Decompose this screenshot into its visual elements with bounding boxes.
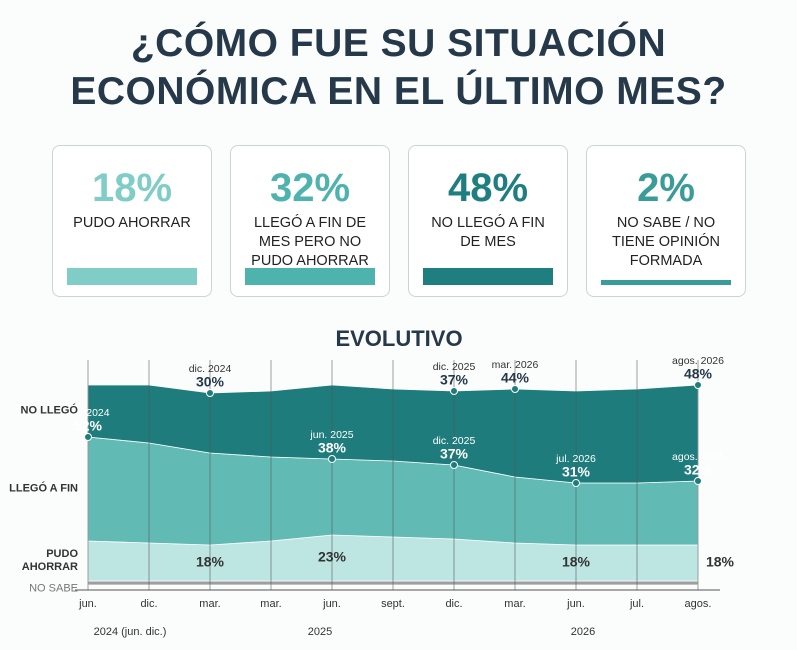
series-label: NO SABE <box>29 582 78 595</box>
point <box>328 455 336 463</box>
stat-card: 18% PUDO AHORRAR <box>52 145 212 297</box>
stat-value: 48% <box>447 166 529 210</box>
stat-bar <box>67 268 197 285</box>
x-tick-label: jul. <box>629 598 644 610</box>
x-tick-label: dic. <box>445 598 462 610</box>
value-label: 32% <box>684 462 713 478</box>
point-label: mar. 2026 <box>492 359 539 371</box>
stat-label: NO LLEGÓ A FIN DE MES <box>431 215 545 250</box>
point-label: dic. 2024 <box>189 363 232 375</box>
point <box>694 477 702 485</box>
series-label: PUDO AHORRAR <box>21 548 78 573</box>
point-label: jun. 2024 <box>65 407 109 419</box>
point <box>694 381 702 389</box>
value-label: 37% <box>440 372 469 388</box>
stat-bar <box>601 280 731 285</box>
stat-label: LLEGÓ A FIN DE MES PERO NO PUDO AHORRAR <box>251 215 369 269</box>
value-label: 31% <box>562 464 591 480</box>
point <box>572 479 580 487</box>
x-tick-label: jun. <box>322 598 341 610</box>
point <box>511 385 519 393</box>
x-tick-label: dic. <box>140 598 157 610</box>
title-line: ¿CÓMO FUE SU SITUACIÓN <box>130 22 667 65</box>
x-tick-label: mar. <box>260 598 281 610</box>
value-label: 37% <box>440 446 469 462</box>
value-label: 48% <box>684 366 713 382</box>
stat-value: 2% <box>637 166 695 210</box>
stat-bar <box>245 268 375 285</box>
x-tick-label: sept. <box>381 598 405 610</box>
stat-value: 32% <box>269 166 351 210</box>
stat-card: 48% NO LLEGÓ A FIN DE MES <box>408 145 568 297</box>
stat-value: 18% <box>91 166 173 210</box>
x-tick-label: mar. <box>504 598 525 610</box>
point <box>206 389 214 397</box>
point <box>450 387 458 395</box>
chart-title: EVOLUTIVO <box>335 326 462 351</box>
stat-card: 2% NO SABE / NO TIENE OPINIÓN FORMADA <box>586 145 746 297</box>
value-label: 30% <box>196 374 225 390</box>
value-label: 18% <box>706 554 735 570</box>
point <box>84 433 92 441</box>
stat-bar <box>423 268 553 285</box>
value-label: 18% <box>562 554 591 570</box>
point <box>450 461 458 469</box>
point-label: jun. 2025 <box>309 429 353 441</box>
year-label: 2025 <box>308 626 332 638</box>
stat-card: 32% LLEGÓ A FIN DE MES PERO NO PUDO AHORR… <box>230 145 390 297</box>
value-label: 52% <box>74 418 103 434</box>
title-line: ECONÓMICA EN EL ÚLTIMO MES? <box>70 70 727 113</box>
x-tick-label: jun. <box>566 598 585 610</box>
x-tick-label: mar. <box>199 598 220 610</box>
series-label: LLEGÓ A FIN <box>9 482 78 495</box>
year-label: 2024 (jun. dic.) <box>94 626 167 638</box>
value-label: 18% <box>196 554 225 570</box>
value-label: 38% <box>318 440 347 456</box>
point-label: dic. 2025 <box>433 435 476 447</box>
point-label: jul. 2026 <box>555 453 596 465</box>
stat-label: PUDO AHORRAR <box>73 215 191 231</box>
x-tick-label: agos. <box>685 598 712 610</box>
point-label: dic. 2025 <box>433 361 476 373</box>
x-tick-label: jun. <box>78 598 97 610</box>
point-label: agos. 2026 <box>672 451 724 463</box>
value-label: 44% <box>501 370 530 386</box>
series-label: NO LLEGÓ <box>20 404 78 417</box>
value-label: 23% <box>318 549 347 565</box>
year-label: 2026 <box>571 626 595 638</box>
point-label: agos. 2026 <box>672 355 724 367</box>
stat-label: NO SABE / NO TIENE OPINIÓN FORMADA <box>612 215 720 269</box>
